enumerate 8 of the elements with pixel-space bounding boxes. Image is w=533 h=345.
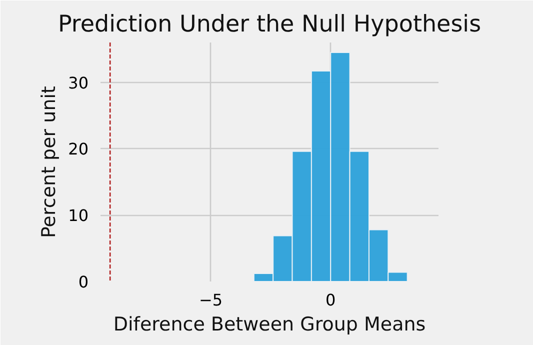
y-tick-label: 10 <box>68 206 88 226</box>
y-axis-title: Percent per unit <box>38 86 60 238</box>
x-axis-title: Diference Between Group Means <box>113 314 426 336</box>
chart-title: Prediction Under the Null Hypothesis <box>58 12 482 38</box>
x-tick-label: −5 <box>198 290 223 310</box>
y-tick-label: 30 <box>68 73 88 92</box>
y-tick-label: 20 <box>68 140 88 159</box>
y-tick-label: 0 <box>78 272 89 292</box>
